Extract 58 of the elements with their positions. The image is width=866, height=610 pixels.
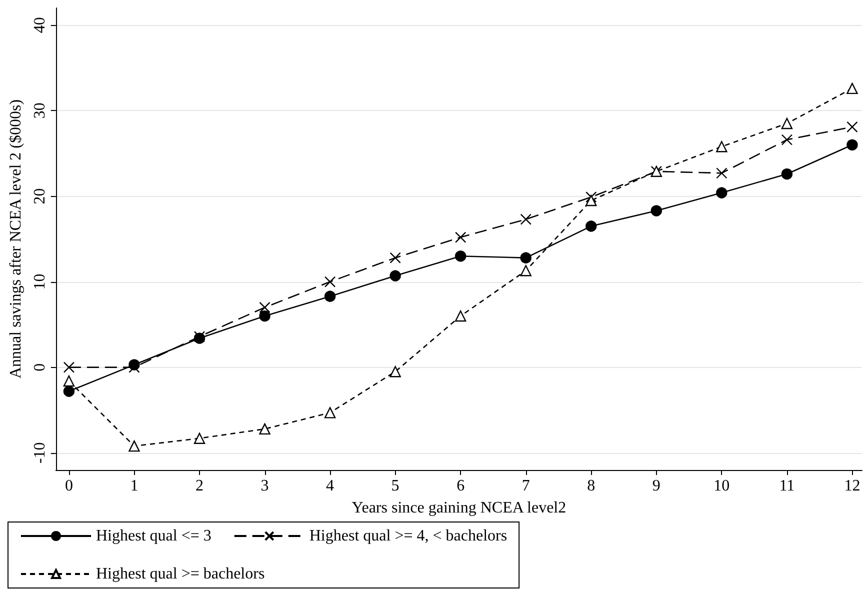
- point: [650, 205, 662, 216]
- point: [390, 366, 401, 378]
- point: [586, 194, 597, 206]
- point: [846, 82, 858, 94]
- y-tick-label: 40: [31, 17, 48, 34]
- point: [259, 310, 270, 322]
- point: [128, 362, 140, 373]
- legend-label: Highest qual >= 4, < bachelors: [309, 528, 508, 544]
- legend-label: Highest qual <= 3: [96, 528, 212, 544]
- x-tick-label: 1: [130, 478, 138, 494]
- x-tick-label: 8: [587, 478, 596, 494]
- point: [520, 265, 532, 276]
- y-tick-label: 30: [31, 102, 48, 119]
- point: [194, 432, 206, 444]
- x-tick-label: 4: [326, 478, 334, 494]
- x-tick-label: 12: [844, 478, 860, 494]
- y-axis-title: Annual savings after NCEA level 2 ($000s): [8, 99, 24, 379]
- point: [63, 362, 75, 373]
- x-tick-label: 2: [195, 478, 204, 494]
- point: [324, 276, 336, 288]
- point: [324, 407, 336, 418]
- point: [454, 250, 466, 262]
- point: [586, 191, 597, 203]
- y-tick-label: 20: [31, 188, 48, 204]
- y-tick-label: 0: [31, 363, 48, 372]
- x-tick-label: 6: [456, 478, 465, 494]
- y-tick-label: 10: [31, 274, 48, 290]
- point: [454, 310, 466, 322]
- x-tick-label: 5: [391, 478, 400, 494]
- point: [781, 118, 793, 130]
- point: [259, 423, 270, 435]
- legend-label: Highest qual >= bachelors: [96, 566, 265, 582]
- x-tick-label: 3: [260, 478, 269, 494]
- point: [846, 139, 858, 150]
- x-tick-label: 10: [714, 478, 730, 494]
- point: [63, 375, 75, 387]
- x-axis-title: Years since gaining NCEA level2: [352, 500, 566, 516]
- point: [390, 270, 401, 282]
- y-tick-label: -10: [31, 442, 48, 464]
- point: [781, 168, 793, 180]
- point: [846, 121, 858, 133]
- x-tick-label: 9: [652, 478, 660, 494]
- point: [324, 290, 336, 302]
- point: [390, 252, 401, 264]
- point: [716, 187, 728, 198]
- point: [716, 168, 728, 179]
- point: [128, 440, 140, 452]
- point: [781, 134, 793, 146]
- x-tick-label: 0: [64, 478, 73, 494]
- point: [716, 141, 728, 152]
- point: [259, 302, 270, 314]
- point: [586, 220, 597, 232]
- point: [520, 252, 532, 264]
- point: [520, 214, 532, 225]
- x-tick-label: 7: [522, 478, 530, 494]
- point: [454, 232, 466, 243]
- x-tick-label: 11: [779, 478, 795, 494]
- point: [63, 386, 75, 397]
